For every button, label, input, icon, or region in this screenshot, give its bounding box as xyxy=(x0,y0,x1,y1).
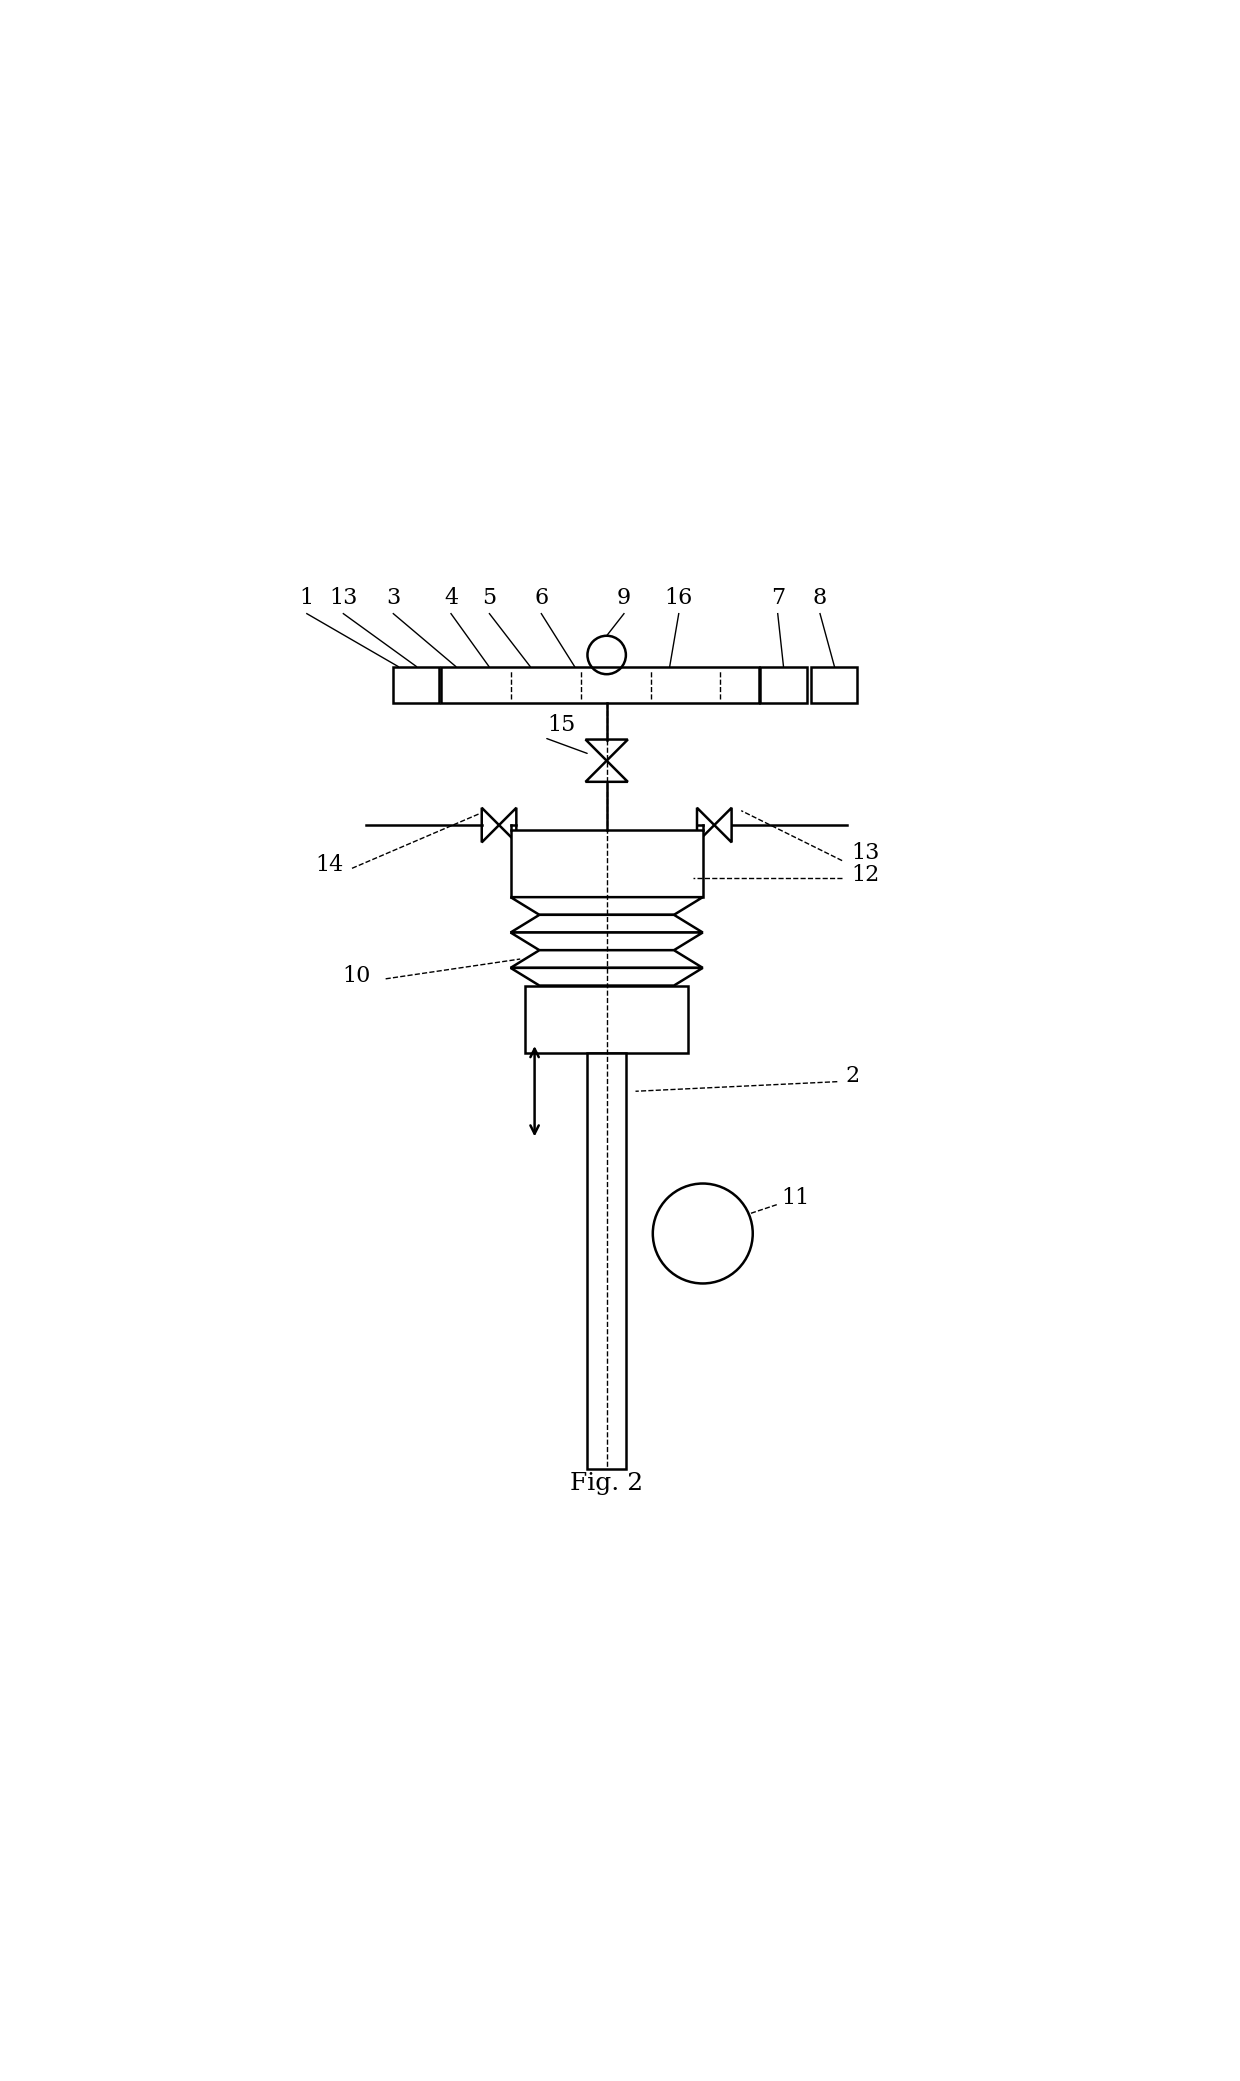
Text: Fig. 2: Fig. 2 xyxy=(570,1471,644,1494)
Text: 12: 12 xyxy=(852,864,880,887)
Polygon shape xyxy=(511,897,703,916)
Bar xyxy=(760,666,806,703)
Bar xyxy=(525,986,688,1053)
Polygon shape xyxy=(511,951,703,968)
Polygon shape xyxy=(511,916,703,932)
Text: 6: 6 xyxy=(534,587,548,610)
Polygon shape xyxy=(714,807,732,843)
Text: 15: 15 xyxy=(547,714,575,737)
Polygon shape xyxy=(511,932,703,951)
Polygon shape xyxy=(697,807,714,843)
Polygon shape xyxy=(481,807,498,843)
Bar xyxy=(441,666,759,703)
Text: 10: 10 xyxy=(342,964,371,986)
Polygon shape xyxy=(498,807,516,843)
Text: 9: 9 xyxy=(618,587,631,610)
Text: 2: 2 xyxy=(844,1065,859,1088)
Bar xyxy=(811,666,858,703)
Text: 1: 1 xyxy=(300,587,314,610)
Bar xyxy=(511,830,703,897)
Text: 14: 14 xyxy=(316,853,343,876)
Bar xyxy=(588,1053,626,1469)
Bar xyxy=(393,666,439,703)
Polygon shape xyxy=(585,739,627,762)
Text: 11: 11 xyxy=(781,1188,810,1209)
Text: 13: 13 xyxy=(852,843,880,864)
Polygon shape xyxy=(511,968,703,986)
Text: 7: 7 xyxy=(771,587,785,610)
Text: 4: 4 xyxy=(444,587,458,610)
Text: 13: 13 xyxy=(329,587,357,610)
Polygon shape xyxy=(585,762,627,782)
Text: 16: 16 xyxy=(665,587,693,610)
Text: 3: 3 xyxy=(386,587,401,610)
Text: 5: 5 xyxy=(482,587,496,610)
Text: 8: 8 xyxy=(813,587,827,610)
